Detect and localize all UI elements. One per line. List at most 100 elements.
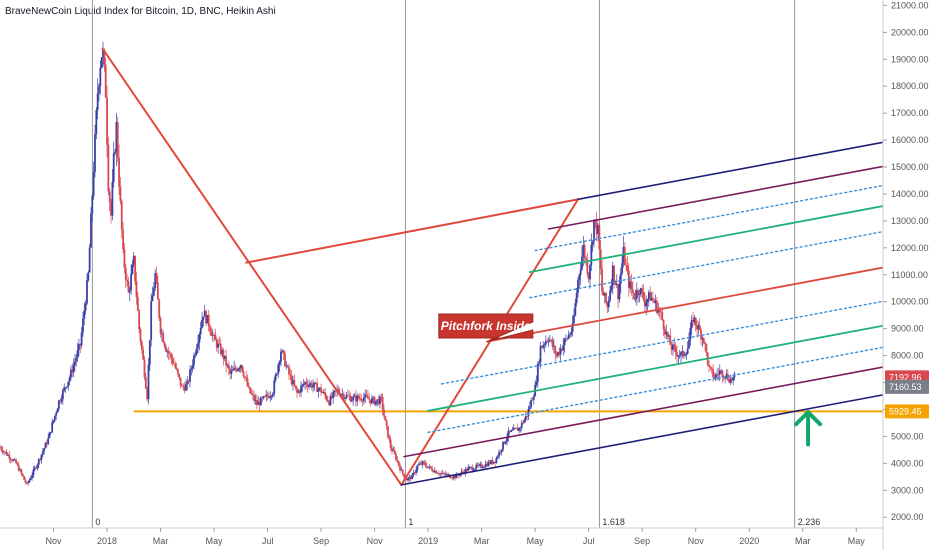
candle-body [526,415,529,417]
candle-body [329,396,332,406]
candle-body [452,475,455,478]
candle-body [266,394,269,397]
candle-body [670,344,673,350]
candle-body [544,341,547,345]
candle-body [71,369,74,373]
candle-body [443,472,446,475]
candle-body [5,451,8,456]
candle-body [696,325,698,330]
candle-body [342,394,345,400]
candle-body [211,334,214,336]
candle-body [159,318,162,334]
y-tick-label: 3000.00 [891,485,924,495]
candle-body [23,476,25,480]
candle-body [407,478,409,481]
pitchfork-median-reference [245,198,579,264]
candle-body [467,467,470,471]
candle-body [492,461,495,464]
candle-body [546,341,549,342]
candle-body [658,310,661,312]
candle-body [457,475,460,477]
candle-body [132,255,135,265]
y-tick-label: 17000.00 [891,108,929,118]
candle-body [221,349,223,354]
candle-body [0,447,3,450]
price-tag-label: 5929.45 [889,406,922,416]
candle-body [194,354,197,356]
candle-body [732,377,735,381]
x-tick-label: Nov [46,536,63,546]
candle-body [31,475,34,478]
candle-body [524,415,527,420]
y-tick-label: 2000.00 [891,512,924,522]
candle-body [245,377,248,379]
candle-body [262,396,265,399]
candle-body [1,449,4,453]
candle-body [79,343,82,346]
candle-body [104,64,107,98]
price-layer [0,41,736,486]
candle-body [239,365,242,369]
candle-body [259,397,262,406]
candle-body [391,448,393,452]
candle-body [693,317,696,323]
candle-body [281,350,284,352]
candle-body [142,349,145,360]
candle-body [519,427,522,429]
candle-body [483,466,486,468]
candle-body [120,200,123,230]
candle-body [268,396,270,398]
candle-body [530,399,533,407]
candle-body [326,399,329,402]
pitchfork-lower-dotted-2 [440,300,884,385]
candle-body [408,476,411,479]
candle-body [72,365,75,373]
candle-body [441,472,444,474]
candle-body [354,395,357,402]
candle-body [197,342,199,349]
candle-body [479,464,482,466]
y-tick-label: 12000.00 [891,243,929,253]
candle-body [447,474,450,476]
candle-body [570,332,573,335]
candle-body [401,469,404,474]
candle-body [436,473,439,474]
candle-body [649,292,652,301]
candle-body [657,310,660,313]
candle-body [389,439,392,449]
candle-body [428,466,431,468]
candle-body [645,302,648,307]
candle-body [51,422,54,433]
candle-body [29,477,32,480]
candle-body [170,353,173,359]
candle-body [676,351,678,357]
candle-body [128,290,131,293]
candle-body [685,353,688,355]
candle-body [253,395,256,401]
candle-body [213,334,215,336]
candle-body [587,273,590,280]
candle-body [686,348,689,354]
candle-body [710,367,713,370]
candle-body [420,463,423,465]
y-tick-label: 15000.00 [891,162,929,172]
candle-body [320,387,322,393]
candle-body [397,461,400,466]
candle-body [82,318,84,333]
candle-body [508,430,511,432]
annotation-layer: Pitchfork Inside [438,313,823,447]
candle-body [47,438,50,445]
candle-body [538,362,541,364]
candle-body [35,467,38,469]
candle-body [229,369,232,374]
candle-body [488,462,491,464]
candle-body [532,396,535,400]
x-tick-label: Sep [313,536,329,546]
candle-body [491,460,494,464]
candle-body [130,274,133,291]
candle-body [288,366,290,375]
pitchfork-lower-outer [400,394,884,486]
candle-body [694,317,697,326]
